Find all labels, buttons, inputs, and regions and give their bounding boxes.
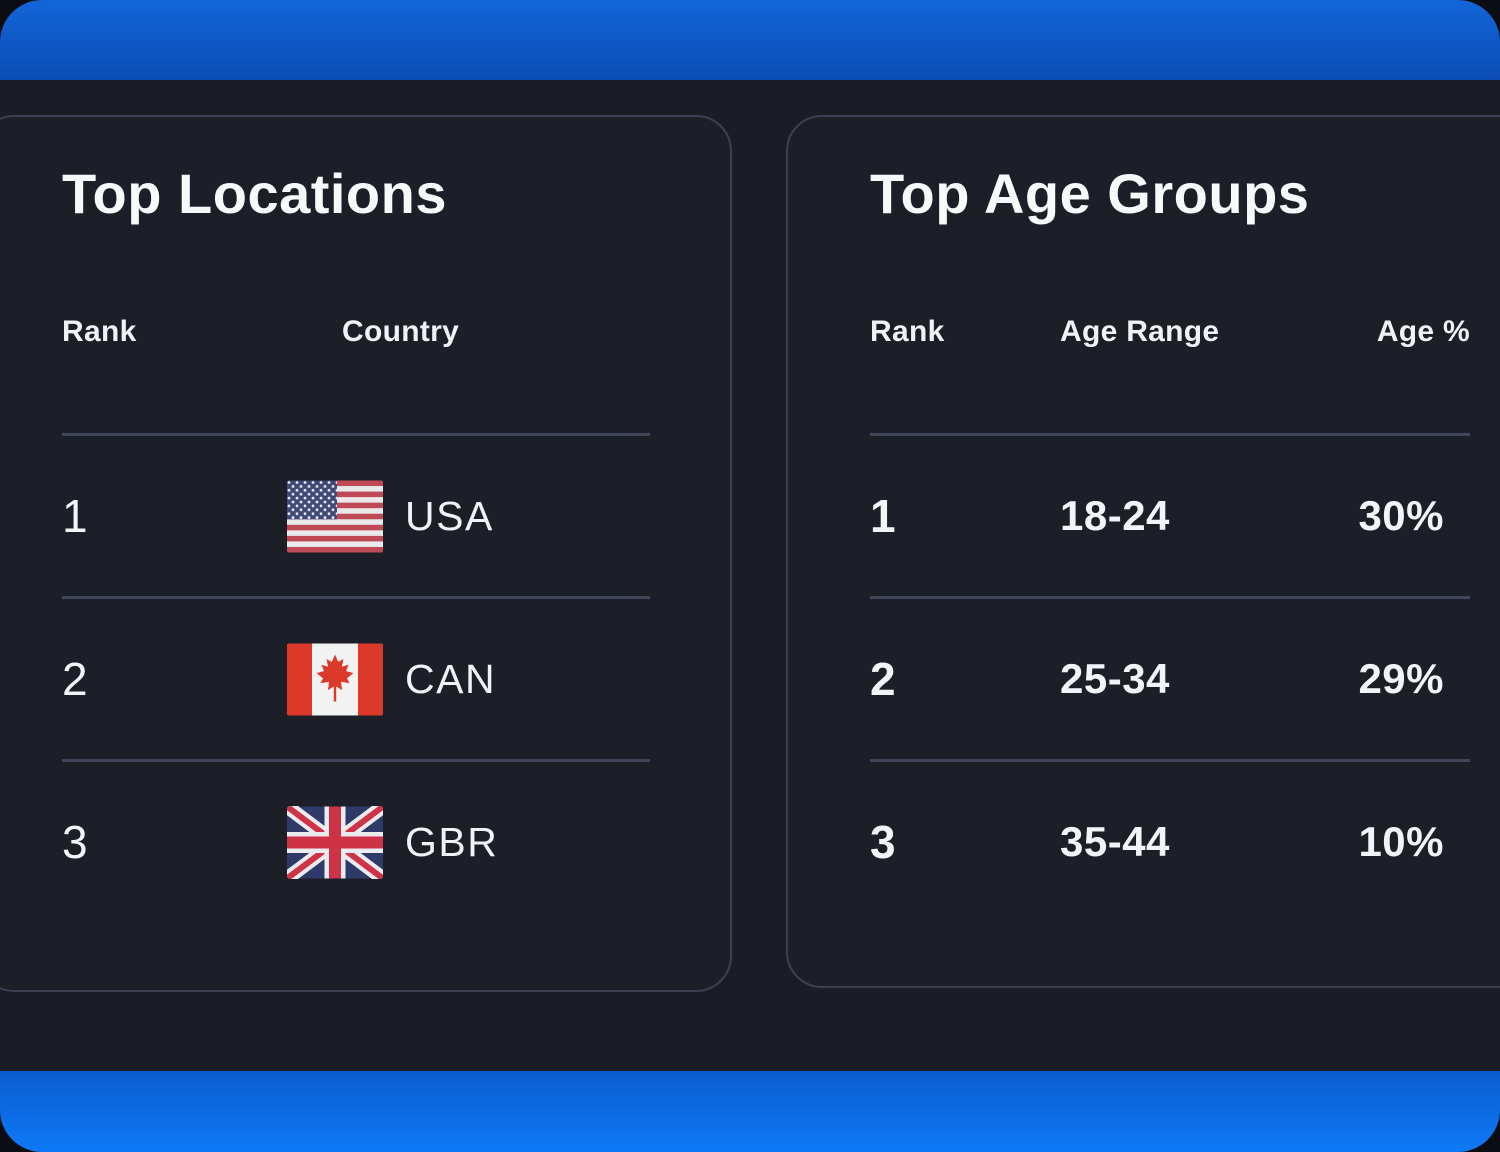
- rank-value: 1: [62, 490, 88, 542]
- uk-flag-icon: [287, 805, 383, 879]
- top-locations-card: Top Locations Rank Country 1: [0, 115, 732, 992]
- country-code: USA: [405, 492, 494, 539]
- rank-value: 3: [62, 816, 88, 868]
- age-pct-column-header: Age %: [1376, 315, 1470, 348]
- top-age-groups-card: Top Age Groups Rank Age Range Age % 1 18…: [786, 115, 1500, 988]
- top-locations-title: Top Locations: [62, 162, 447, 225]
- country-code: GBR: [405, 818, 499, 865]
- age-range-value: 35-44: [1060, 818, 1170, 865]
- rank-value: 2: [62, 653, 88, 705]
- rank-value: 3: [870, 816, 896, 868]
- canada-flag-icon: [287, 643, 383, 716]
- rank-value: 1: [870, 490, 896, 542]
- top-age-groups-title: Top Age Groups: [870, 162, 1310, 225]
- age-range-column-header: Age Range: [1060, 315, 1220, 348]
- age-range-value: 25-34: [1060, 655, 1170, 702]
- country-cell: CAN: [287, 643, 650, 716]
- country-cell: GBR: [287, 805, 650, 879]
- age-pct-value: 30%: [1358, 492, 1444, 539]
- age-table-header: Rank Age Range Age %: [870, 231, 1470, 433]
- age-range-value: 18-24: [1060, 492, 1170, 539]
- country-column-header: Country: [342, 315, 460, 348]
- table-row: 2 CAN: [62, 596, 650, 759]
- rank-column-header: Rank: [870, 315, 945, 348]
- age-pct-value: 10%: [1358, 818, 1444, 865]
- table-row: 2 25-34 29%: [870, 596, 1470, 759]
- usa-flag-icon: [287, 480, 383, 553]
- rank-column-header: Rank: [62, 315, 137, 348]
- table-row: 1 18-24 30%: [870, 433, 1470, 596]
- rank-value: 2: [870, 653, 896, 705]
- age-pct-value: 29%: [1358, 655, 1444, 702]
- table-row: 3 GBR: [62, 759, 650, 922]
- locations-table-header: Rank Country: [62, 231, 650, 433]
- country-cell: USA: [287, 480, 650, 553]
- table-row: 3 35-44 10%: [870, 759, 1470, 922]
- country-code: CAN: [405, 655, 497, 702]
- table-row: 1: [62, 433, 650, 596]
